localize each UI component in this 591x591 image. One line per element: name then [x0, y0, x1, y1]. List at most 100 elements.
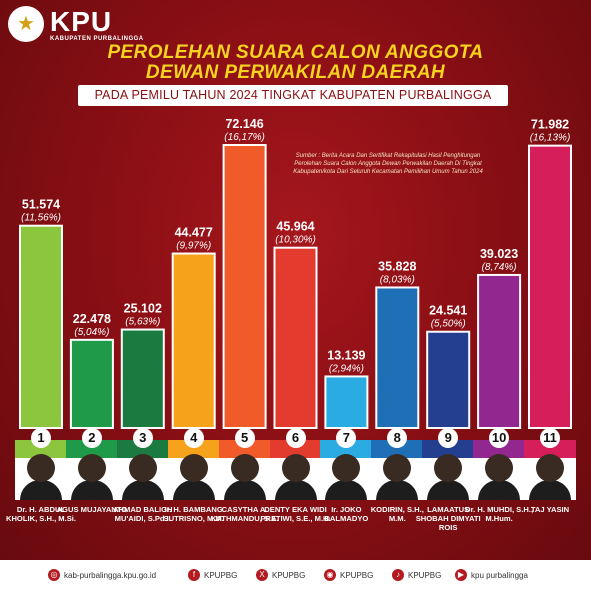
candidate-photo: [524, 440, 576, 500]
kpu-emblem-icon: ★: [8, 6, 44, 42]
portrait-body: [427, 480, 470, 500]
footer-x-text: KPUPBG: [272, 570, 306, 580]
candidate-strip: 1 Dr. H. ABDUL KHOLIK, S.H., M.Si. 2 AGUS M…: [0, 428, 591, 553]
photo-color-strip: [65, 440, 118, 458]
instagram-icon: ◉: [324, 569, 336, 581]
value-label-1: 51.574: [22, 198, 60, 212]
footer-website-text: kab-purbalingga.kpu.go.id: [64, 570, 157, 580]
portrait-body: [121, 480, 164, 500]
portrait-head: [536, 454, 564, 482]
bar-3: [120, 328, 165, 429]
candidate-number: 4: [183, 428, 204, 448]
globe-icon: ◎: [48, 569, 60, 581]
value-label-11: 71.982: [531, 118, 569, 132]
youtube-icon: ▶: [455, 569, 467, 581]
portrait-head: [179, 454, 208, 482]
value-label-5: 72.146: [225, 117, 263, 131]
photo-color-strip: [218, 440, 271, 458]
portrait-head: [27, 454, 55, 482]
candidate-number: 6: [285, 428, 306, 448]
candidate-number: 8: [387, 428, 408, 448]
candidate-number: 10: [489, 428, 510, 448]
footer-tiktok[interactable]: ♪ KPUPBG: [392, 568, 441, 582]
bar-8: [375, 286, 420, 429]
bar-5: [222, 144, 267, 429]
percent-label-3: (5,63%): [125, 317, 160, 328]
photo-color-strip: [524, 440, 576, 458]
candidate-name: Dr. H. ABDUL KHOLIK, S.H., M.Si.: [5, 505, 77, 523]
portrait-head: [281, 454, 310, 482]
footer-x[interactable]: X KPUPBG: [256, 568, 305, 582]
portrait-head: [485, 454, 514, 482]
bar-1: [19, 224, 63, 429]
portrait-head: [128, 454, 157, 482]
photo-color-strip: [422, 440, 475, 458]
candidate-number: 9: [438, 428, 459, 448]
candidate-photo: [320, 440, 373, 500]
portrait-body: [274, 480, 317, 500]
portrait-body: [478, 480, 521, 500]
candidate-photo: [218, 440, 271, 500]
logo-text: KPU: [50, 6, 113, 37]
percent-label-4: (9,97%): [176, 241, 211, 252]
candidate-name: TAJ YASIN: [530, 505, 570, 514]
candidate-photo: [371, 440, 424, 500]
candidate-number: 11: [540, 428, 560, 448]
candidate-name: AHMAD BALIGH MU'AIDI, S.Pd.I.: [113, 505, 173, 523]
footer-facebook[interactable]: f KPUPBG: [188, 568, 237, 582]
photo-color-strip: [320, 440, 373, 458]
photo-color-strip: [473, 440, 526, 458]
bar-7: [324, 375, 369, 429]
candidate-number: 1: [31, 428, 51, 448]
portrait-head: [332, 454, 361, 482]
value-label-2: 22.478: [73, 312, 111, 326]
kpu-logo: ★ KPU KABUPATEN PURBALINGGA: [8, 6, 148, 46]
footer-website[interactable]: ◎ kab-purbalingga.kpu.go.id: [48, 568, 156, 582]
candidate-photo: [167, 440, 220, 500]
candidate-photo: [269, 440, 322, 500]
x-icon: X: [256, 569, 268, 581]
candidate-name: CASYTHA A. KATHMANDU, S.E.: [210, 505, 279, 523]
percent-label-6: (10,30%): [275, 235, 316, 246]
percent-label-11: (16,13%): [530, 133, 571, 144]
footer-youtube-text: kpu purbalingga: [471, 570, 528, 580]
value-label-8: 35.828: [378, 259, 416, 273]
value-label-3: 25.102: [124, 302, 162, 316]
tiktok-icon: ♪: [392, 569, 404, 581]
title-line-1: PEROLEHAN SUARA CALON ANGGOTA: [107, 42, 484, 63]
bar-11: [528, 144, 572, 429]
bar-9: [426, 330, 471, 430]
footer-youtube[interactable]: ▶ kpu purbalingga: [455, 568, 528, 582]
footer-facebook-text: KPUPBG: [204, 570, 238, 580]
title-line-2: DEWAN PERWAKILAN DAERAH: [145, 62, 446, 83]
portrait-body: [325, 480, 368, 500]
footer-tiktok-text: KPUPBG: [408, 570, 442, 580]
candidate-name: DENTY EKA WIDI PRATIWI, S.E., M.H.: [260, 505, 331, 523]
portrait-body: [172, 480, 215, 500]
footer-instagram[interactable]: ◉ KPUPBG: [324, 568, 373, 582]
percent-label-9: (5,50%): [431, 319, 466, 330]
value-label-10: 39.023: [480, 247, 518, 261]
candidate-photo: [15, 440, 67, 500]
candidate-name: KODIRIN, S.H., M.M.: [370, 505, 424, 523]
candidate-name: Ir. JOKO DALMADYO: [324, 505, 369, 523]
subtitle-banner: PADA PEMILU TAHUN 2024 TINGKAT KABUPATEN…: [78, 85, 508, 106]
percent-label-2: (5,04%): [74, 327, 109, 338]
photo-color-strip: [371, 440, 424, 458]
candidate-name: AGUS MUJAYANTO: [56, 505, 128, 514]
percent-label-1: (11,56%): [21, 213, 61, 224]
value-label-4: 44.477: [175, 226, 213, 240]
bar-4: [171, 252, 216, 429]
candidate-name: LAMAATUS SHOBAH DIMYATI ROIS: [415, 505, 481, 532]
value-label-7: 13.139: [327, 348, 365, 362]
candidate-photo: [422, 440, 475, 500]
candidate-number: 5: [234, 428, 255, 448]
portrait-head: [434, 454, 463, 482]
footer-bar: ◎ kab-purbalingga.kpu.go.id f KPUPBG X K…: [0, 560, 591, 591]
portrait-body: [529, 480, 571, 500]
value-label-6: 45.964: [276, 220, 314, 234]
candidate-number: 3: [132, 428, 153, 448]
percent-label-8: (8,03%): [380, 274, 415, 285]
portrait-head: [230, 454, 259, 482]
logo-subtext: KABUPATEN PURBALINGGA: [50, 36, 144, 42]
